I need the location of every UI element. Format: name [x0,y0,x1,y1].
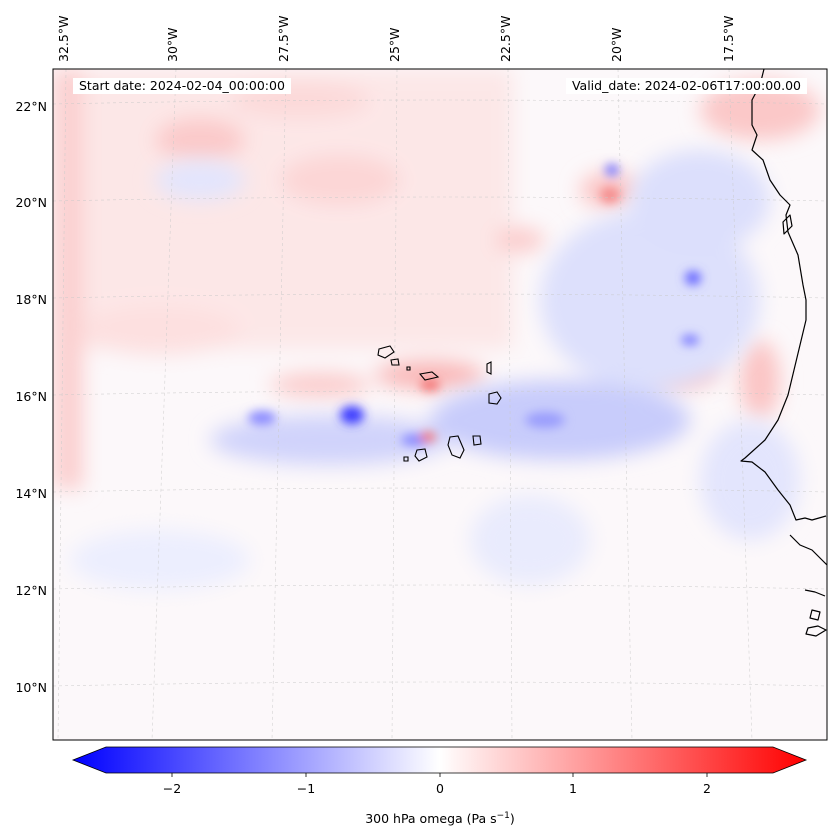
valid-date-label: Valid_date: 2024-02-06T17:00:00.00 [565,78,807,94]
lat-label: 16°N [15,389,47,404]
lon-label: 20°W [609,27,624,62]
start-date-label: Start date: 2024-02-04_00:00:00 [73,78,291,94]
colorbar-bar [71,746,808,774]
map-frame [52,68,828,741]
lat-label: 22°N [15,99,47,114]
colorbar-tick-label: −1 [297,781,315,796]
lat-label: 14°N [15,486,47,501]
cape-verde-islands [377,345,502,462]
coastline [740,69,827,637]
colorbar-tick-label: 0 [436,781,444,796]
lon-label: 25°W [387,27,402,62]
lat-label: 20°N [15,195,47,210]
lat-label: 18°N [15,292,47,307]
colorbar-tick-label: 2 [703,781,711,796]
lon-label: 22.5°W [498,16,513,62]
graticule [53,69,827,740]
longitude-labels: 32.5°W 30°W 27.5°W 25°W 22.5°W 20°W 17.5… [56,16,736,62]
lon-label: 27.5°W [276,16,291,62]
omega-field [53,69,827,740]
colorbar-ticks [171,773,708,777]
colorbar-tick-label: 1 [569,781,577,796]
colorbar-label: 300 hPa omega (Pa s−1) [365,811,515,826]
lat-label: 12°N [15,583,47,598]
colorbar: −2 −1 0 1 2 300 hPa omega (Pa s−1) [71,746,808,826]
lon-label: 30°W [165,27,180,62]
latitude-labels: 22°N 20°N 18°N 16°N 14°N 12°N 10°N [15,99,47,695]
lon-label: 32.5°W [56,16,71,62]
lon-label: 17.5°W [721,16,736,62]
colorbar-tick-label: −2 [163,781,181,796]
lat-label: 10°N [15,680,47,695]
